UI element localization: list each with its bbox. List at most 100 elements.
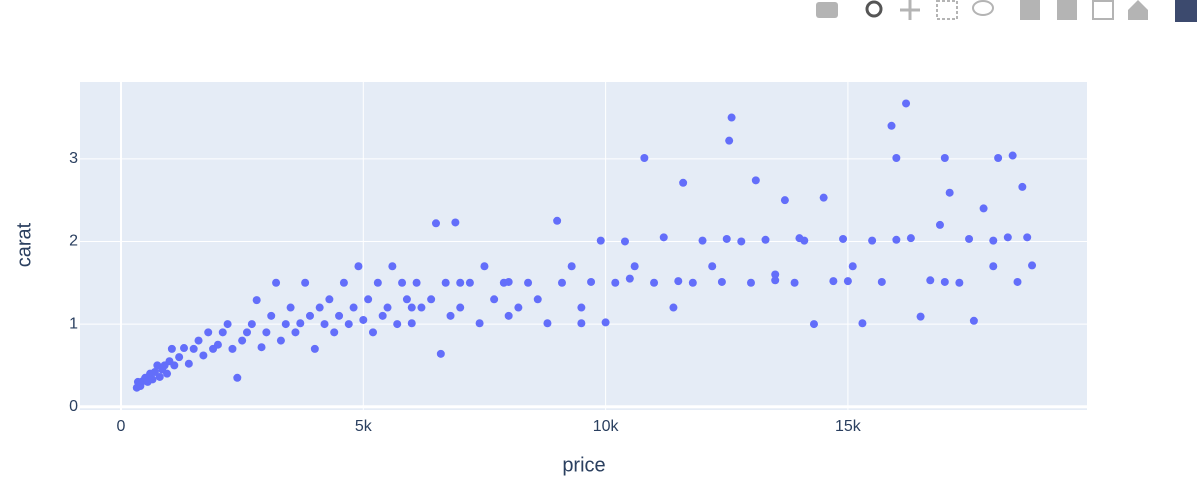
point xyxy=(194,336,203,345)
point xyxy=(378,311,387,320)
point xyxy=(1018,182,1027,191)
point xyxy=(1008,151,1017,160)
point xyxy=(790,278,799,287)
point xyxy=(892,235,901,244)
point xyxy=(310,344,319,353)
point xyxy=(364,295,373,304)
point xyxy=(167,344,176,353)
point xyxy=(320,320,329,329)
point xyxy=(858,319,867,328)
plotly-logo[interactable] xyxy=(1175,0,1197,22)
point xyxy=(335,311,344,320)
point xyxy=(989,236,998,245)
point xyxy=(163,369,172,378)
point xyxy=(955,278,964,287)
zoom-button[interactable] xyxy=(865,0,883,18)
zoom-in-button[interactable] xyxy=(1020,0,1040,20)
pan-button[interactable] xyxy=(900,0,920,20)
point xyxy=(427,295,436,304)
point xyxy=(737,237,746,246)
point xyxy=(301,278,310,287)
point xyxy=(809,320,818,329)
point xyxy=(402,295,411,304)
y-tick-label: 3 xyxy=(69,150,78,167)
point xyxy=(480,262,489,271)
point xyxy=(1023,233,1032,242)
point xyxy=(349,303,358,312)
x-tick-label: 15k xyxy=(835,418,862,435)
point xyxy=(940,277,949,286)
point xyxy=(843,277,852,286)
point xyxy=(475,319,484,328)
point xyxy=(650,278,659,287)
point xyxy=(945,188,954,197)
point xyxy=(887,121,896,130)
point xyxy=(179,344,188,353)
point xyxy=(344,320,353,329)
autoscale-button[interactable] xyxy=(1092,0,1114,20)
point xyxy=(451,218,460,227)
point xyxy=(417,303,426,312)
point xyxy=(625,274,634,283)
point xyxy=(771,270,780,279)
point xyxy=(354,262,363,271)
point xyxy=(213,340,222,349)
point xyxy=(330,328,339,337)
point xyxy=(926,276,935,285)
box-select-button[interactable] xyxy=(936,0,958,20)
point xyxy=(935,220,944,229)
point xyxy=(902,99,911,108)
point xyxy=(189,344,198,353)
point xyxy=(184,359,193,368)
point xyxy=(829,277,838,286)
point xyxy=(688,278,697,287)
point xyxy=(223,320,232,329)
point xyxy=(148,375,157,384)
point xyxy=(325,295,334,304)
zoom-out-button[interactable] xyxy=(1057,0,1077,20)
point xyxy=(291,328,300,337)
point xyxy=(969,316,978,325)
point xyxy=(868,236,877,245)
point xyxy=(441,278,450,287)
point xyxy=(175,353,184,362)
point xyxy=(170,361,179,370)
point xyxy=(199,351,208,360)
point xyxy=(557,278,566,287)
y-tick-label: 0 xyxy=(69,398,78,415)
reset-button[interactable] xyxy=(1128,0,1148,20)
point xyxy=(247,320,256,329)
point xyxy=(359,315,368,324)
point xyxy=(892,154,901,163)
point xyxy=(567,262,576,271)
point xyxy=(412,278,421,287)
point xyxy=(611,278,620,287)
points xyxy=(132,99,1037,392)
camera-button[interactable] xyxy=(816,2,838,18)
point xyxy=(388,262,397,271)
point xyxy=(465,278,474,287)
point xyxy=(228,344,237,353)
point xyxy=(727,113,736,122)
point xyxy=(431,219,440,228)
point xyxy=(514,303,523,312)
x-tick-label: 10k xyxy=(593,418,620,435)
point xyxy=(305,311,314,320)
point xyxy=(272,278,281,287)
point xyxy=(819,193,828,202)
point xyxy=(1013,277,1022,286)
lasso-button[interactable] xyxy=(972,0,994,16)
point xyxy=(674,277,683,286)
x-tick-label: 5k xyxy=(355,418,373,435)
point xyxy=(257,343,266,352)
point xyxy=(717,277,726,286)
point xyxy=(252,296,261,305)
point xyxy=(916,312,925,321)
point xyxy=(669,303,678,312)
point xyxy=(456,278,465,287)
point xyxy=(504,277,513,286)
point xyxy=(407,319,416,328)
point xyxy=(233,373,242,382)
point xyxy=(204,328,213,337)
